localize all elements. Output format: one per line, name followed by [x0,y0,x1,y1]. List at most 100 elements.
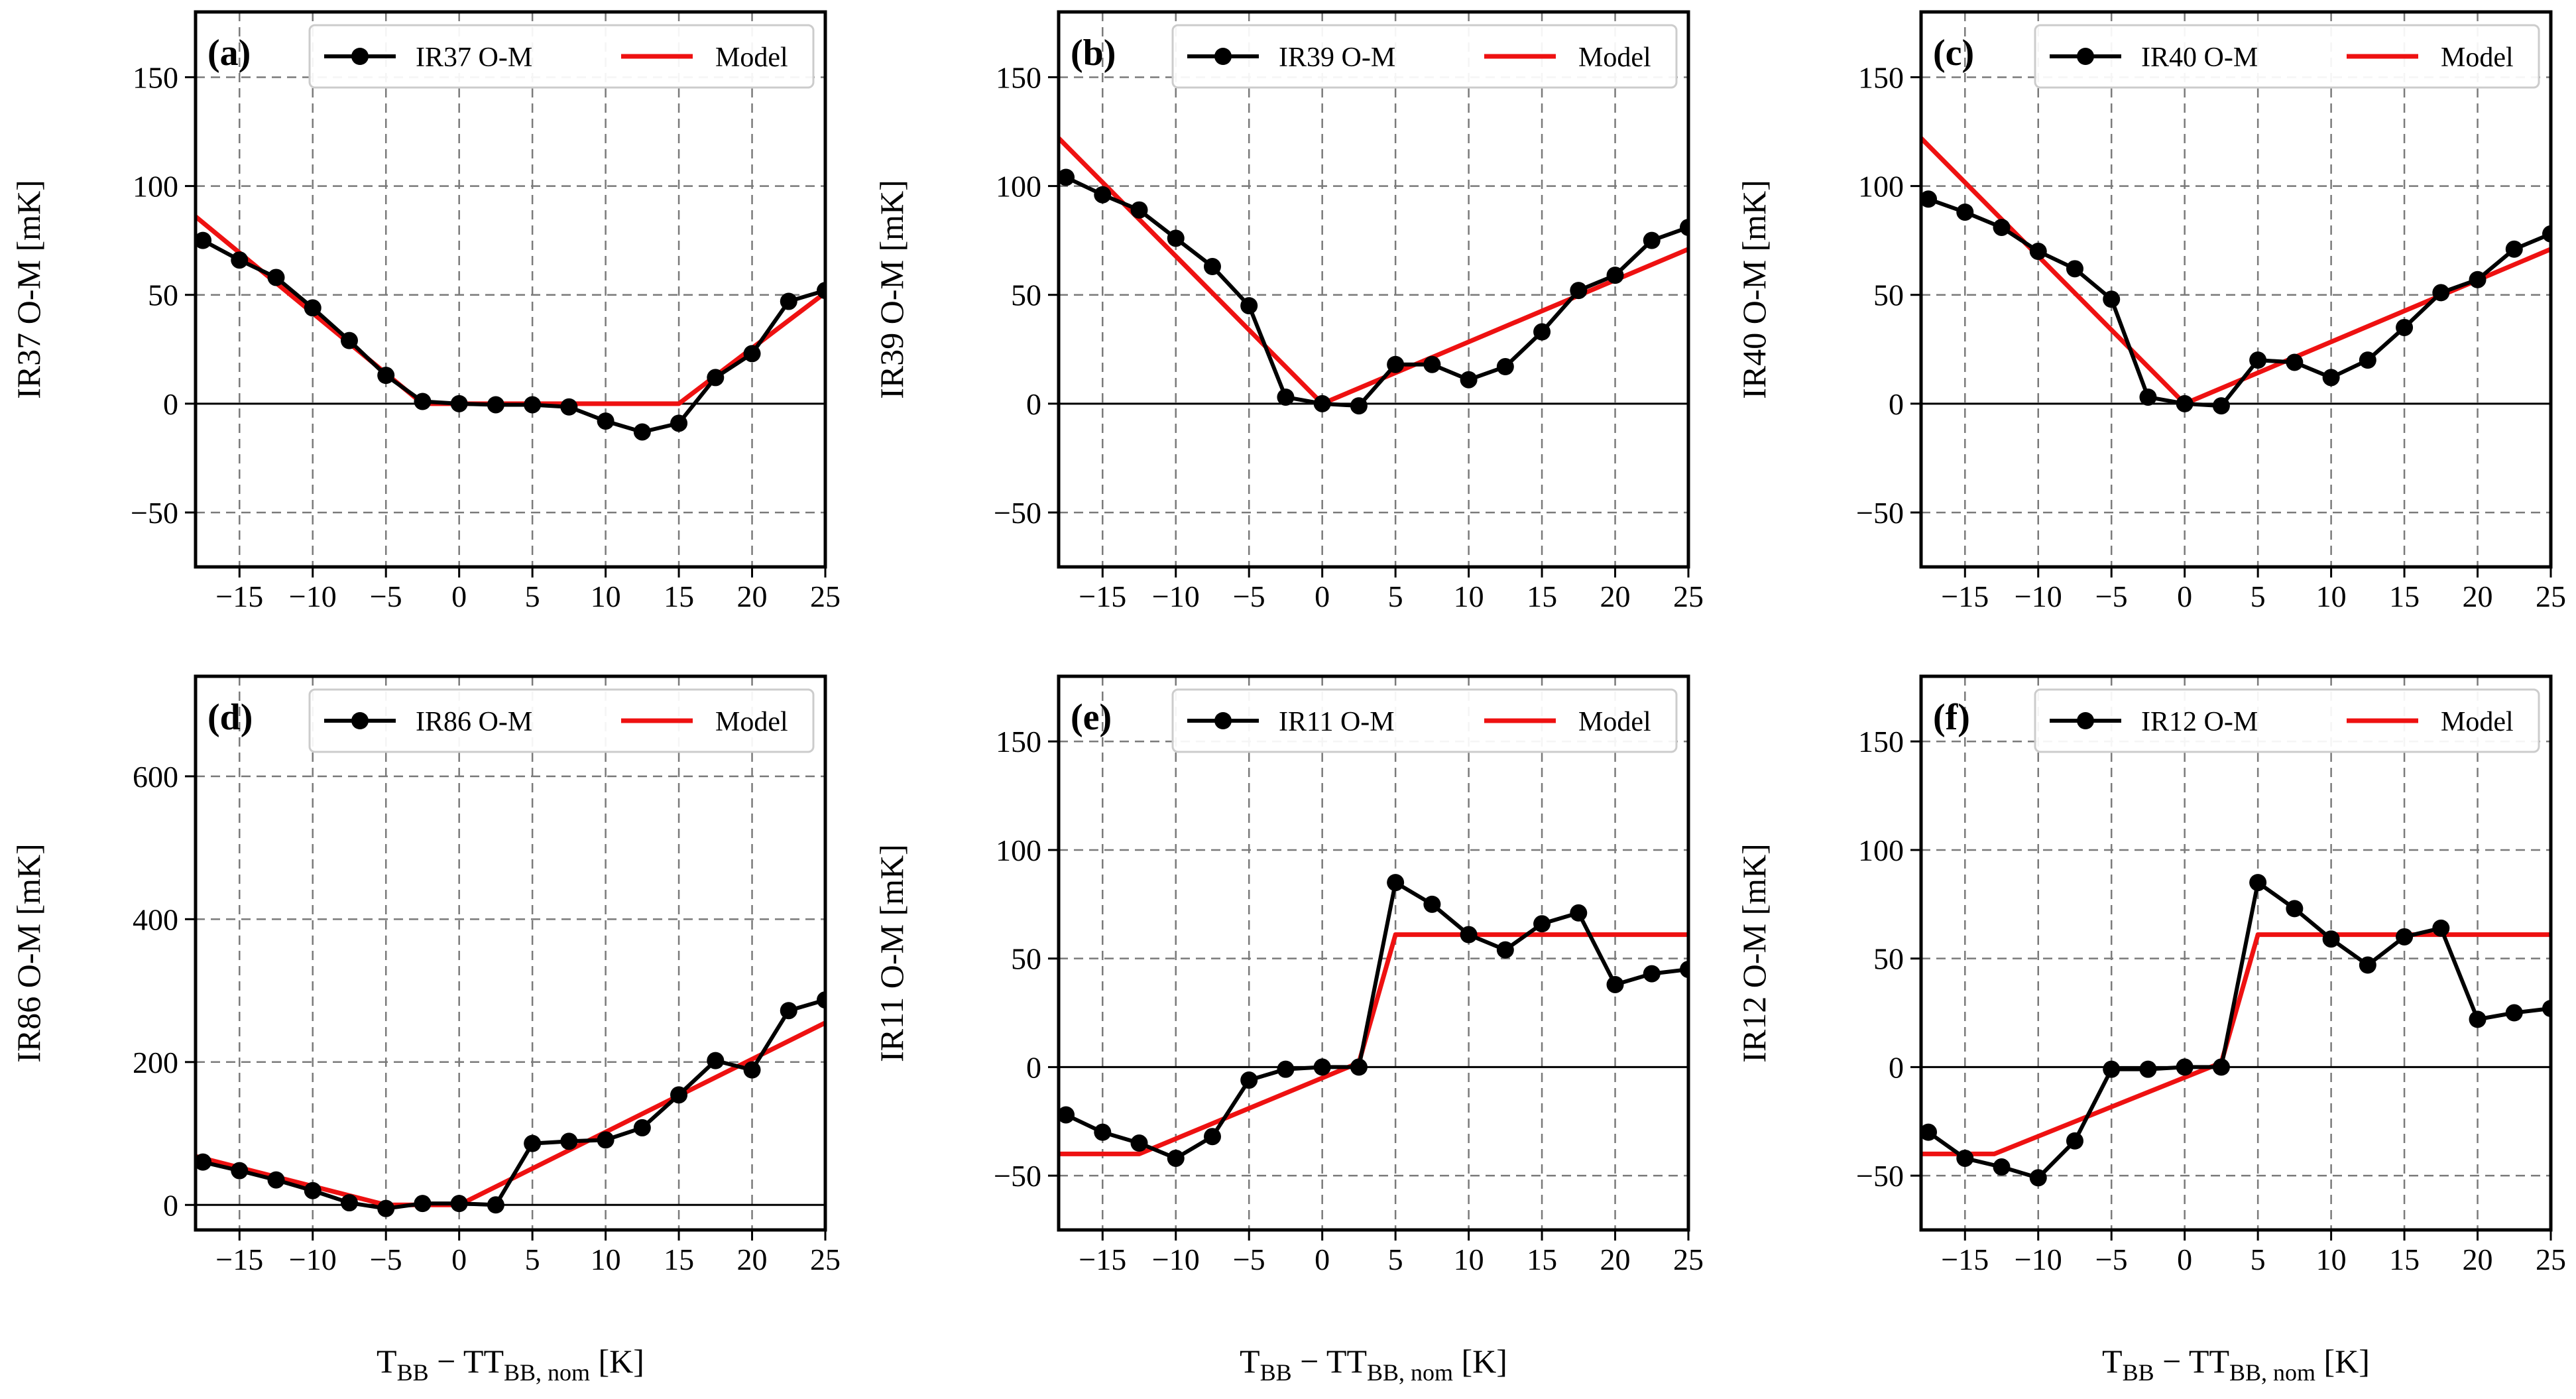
observed-point [414,393,432,410]
x-axis-label-part: T [483,1343,504,1380]
observed-point [231,251,249,269]
observed-point [1387,355,1405,373]
observed-point [2469,1010,2487,1028]
x-tick-label: −5 [1233,579,1265,613]
observed-point [2139,1060,2157,1078]
x-tick-label: 15 [2389,579,2420,613]
y-tick-label: 600 [133,760,178,794]
x-axis-label-subscript: BB, nom [1367,1359,1453,1386]
observed-point [1313,1058,1331,1076]
y-tick-label: 100 [996,170,1041,204]
x-tick-label: 15 [1527,1243,1557,1276]
x-tick-label: 25 [2536,579,2566,613]
observed-point [414,1195,432,1213]
observed-point [780,292,797,310]
y-tick-label: 0 [163,1188,178,1222]
x-axis-label-part: T [2102,1343,2123,1380]
y-tick-label: −50 [994,1159,1041,1193]
legend-label-observed: IR11 O-M [1279,707,1395,737]
y-tick-label: −50 [994,496,1041,530]
observed-point [2103,1060,2121,1078]
y-axis-label: IR40 O-M [mK] [1735,180,1773,399]
observed-point [1993,218,2011,236]
x-tick-label: −5 [2095,1243,2128,1276]
x-tick-label: −5 [2095,579,2128,613]
legend-observed-marker [351,712,369,729]
observed-point [743,1061,761,1079]
observed-point [780,1002,797,1020]
observed-point [597,1131,615,1149]
x-tick-label: −15 [1941,579,1989,613]
y-tick-label: 150 [1858,60,1904,94]
observed-point [487,396,504,414]
observed-point [1460,371,1478,389]
y-tick-label: 0 [1889,387,1904,421]
y-tick-label: 50 [1011,942,1041,976]
x-tick-label: 10 [591,579,621,613]
y-tick-label: 0 [1026,387,1041,421]
observed-point [1277,388,1295,406]
x-axis-label-part: − T [2154,1343,2209,1380]
observed-point [560,398,578,416]
x-tick-label: −15 [215,1243,263,1276]
panel-tag: (f) [1933,697,1970,738]
x-tick-label: 20 [1600,1243,1631,1276]
y-tick-label: 150 [996,725,1041,759]
y-tick-label: 0 [1026,1050,1041,1084]
x-tick-label: 10 [2316,579,2347,613]
x-axis-label-part: − T [429,1343,484,1380]
observed-point [1094,186,1112,204]
axes-frame [1057,10,1690,569]
axes-frame [1919,10,2553,569]
observed-point [670,414,688,432]
x-axis-label-part: T [377,1343,397,1380]
legend-box [308,688,815,753]
x-tick-label: 10 [1454,1243,1484,1276]
x-tick-label: −15 [215,579,263,613]
observed-point [2359,956,2376,974]
observed-point [1606,267,1624,284]
observed-point [1570,282,1588,300]
y-tick-label: 150 [1858,725,1904,759]
x-tick-label: −15 [1941,1243,1989,1276]
observed-point [487,1196,504,1214]
x-tick-label: 5 [1388,1243,1403,1276]
observed-point [1130,1134,1148,1152]
y-axis-label: IR37 O-M [mK] [10,180,47,399]
panel-d: −15 −10 −5 0 5 10 15 20 25 0 200 400 600 IR86 O-M [mK… [10,674,841,1386]
y-tick-label: −50 [1856,496,1904,530]
x-axis-label-subscript: BB [397,1359,429,1386]
x-axis-label-subscript: BB, nom [504,1359,590,1386]
observed-point [2249,351,2267,369]
x-axis-label: TBB − TTBB, nom [K] [377,1343,644,1386]
observed-point [1423,895,1441,913]
observed-point [633,1119,651,1136]
y-tick-label: 100 [1858,170,1904,204]
legend-label-observed: IR39 O-M [1279,42,1395,73]
observed-point [450,1195,468,1213]
observed-point [2396,318,2414,336]
legend-label-model: Model [2441,42,2514,73]
x-axis-label-part: − T [1292,1343,1347,1380]
y-tick-label: 0 [1889,1050,1904,1084]
x-tick-label: 15 [2389,1243,2420,1276]
observed-point [340,332,358,349]
observed-point [743,345,761,363]
x-tick-label: 20 [2463,1243,2493,1276]
observed-point [2396,928,2414,945]
x-axis-label-subscript: BB [1260,1359,1292,1386]
legend-label-model: Model [715,42,788,73]
model-line [1921,136,2551,406]
panel-tag: (c) [1933,32,1974,74]
x-tick-label: 15 [1527,579,1557,613]
x-axis-label-part: T [2209,1343,2229,1380]
observed-point [1167,229,1185,247]
observed-point [267,269,285,286]
axes-frame [194,674,827,1232]
observed-point [340,1194,358,1212]
observed-point [524,396,542,414]
x-axis-label: TBB − TTBB, nom [K] [1240,1343,1507,1386]
